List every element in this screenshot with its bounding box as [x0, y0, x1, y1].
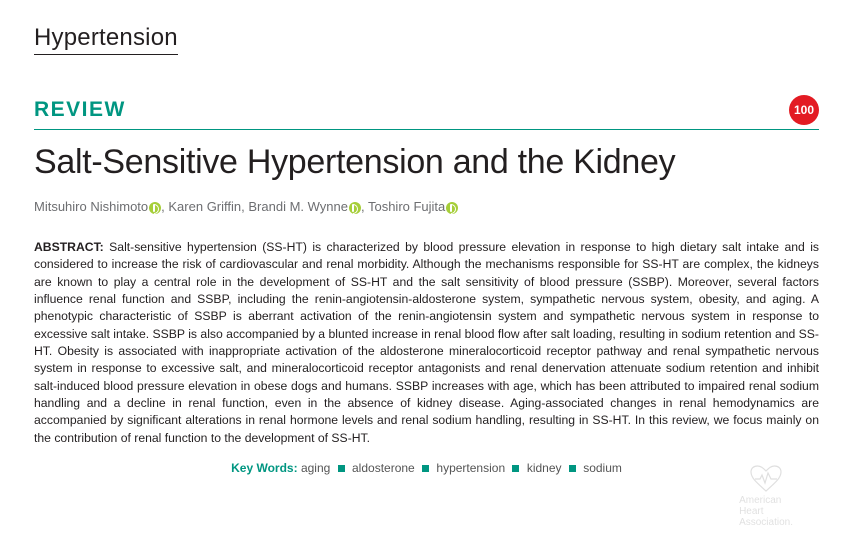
author: Brandi M. Wynne [248, 199, 348, 214]
author: Toshiro Fujita [368, 199, 445, 214]
keyword: hypertension [436, 461, 505, 475]
keyword-separator-icon [569, 465, 576, 472]
keyword-separator-icon [338, 465, 345, 472]
keyword-separator-icon [512, 465, 519, 472]
keywords-row: Key Words: aging aldosterone hypertensio… [34, 461, 819, 475]
author: Karen Griffin [168, 199, 241, 214]
keyword: aldosterone [352, 461, 415, 475]
keyword: sodium [583, 461, 622, 475]
article-title: Salt-Sensitive Hypertension and the Kidn… [34, 144, 819, 181]
watermark-line: American [739, 495, 793, 506]
keyword: aging [301, 461, 330, 475]
watermark-line: Association. [739, 517, 793, 528]
orcid-icon [349, 202, 361, 214]
journal-name: Hypertension [34, 24, 178, 55]
abstract-label: ABSTRACT: [34, 240, 104, 254]
abstract-text: Salt-sensitive hypertension (SS-HT) is c… [34, 240, 819, 445]
keyword-separator-icon [422, 465, 429, 472]
orcid-icon [446, 202, 458, 214]
keyword: kidney [527, 461, 562, 475]
abstract: ABSTRACT: Salt-sensitive hypertension (S… [34, 239, 819, 447]
author-list: Mitsuhiro Nishimoto, Karen Griffin, Bran… [34, 197, 819, 217]
author: Mitsuhiro Nishimoto [34, 199, 148, 214]
keywords-label: Key Words: [231, 461, 297, 475]
keywords-list: aging aldosterone hypertension kidney so… [301, 461, 622, 475]
watermark-line: Heart [739, 506, 793, 517]
section-row: REVIEW 100 [34, 95, 819, 130]
score-badge: 100 [789, 95, 819, 125]
orcid-icon [149, 202, 161, 214]
section-label: REVIEW [34, 98, 789, 122]
